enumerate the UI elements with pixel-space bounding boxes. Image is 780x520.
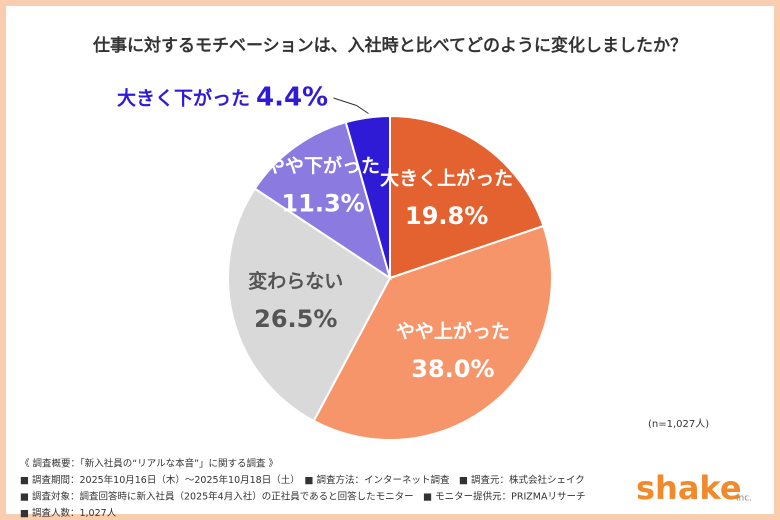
value-label: 11.3% <box>281 189 364 217</box>
value-label: 4.4% <box>256 83 328 113</box>
slice-name: やや上がった <box>396 320 510 343</box>
chart-title: 仕事に対するモチベーションは、入社時と比べてどのように変化しましたか？ <box>92 35 687 56</box>
value-label: 19.8% <box>405 202 488 230</box>
footnote: ■ 調査対象：調査回答時に新入社員（2025年4月入社）の正社員であると回答した… <box>20 491 585 503</box>
slice-name: 大きく上がった <box>380 167 513 190</box>
value-label: 26.5% <box>254 305 337 333</box>
pie-slice <box>344 114 391 279</box>
logo: shake <box>636 469 742 507</box>
pie-slice <box>227 187 392 423</box>
sample-note: (n=1,027人) <box>648 418 709 430</box>
slice-name: 大きく下がった <box>117 87 250 110</box>
footnote: 《 調査概要：「新入社員の“リアルな本音”」に関する調査 》 <box>20 458 278 470</box>
leader-line <box>333 97 369 114</box>
slice-name: やや下がった <box>266 154 380 177</box>
footnote: ■ 調査期間：2025年10月16日（木）〜2025年10月18日（土） ■ 調… <box>20 474 585 486</box>
pie-slice <box>312 224 553 441</box>
footnote: ■ 調査人数：1,027人 <box>20 507 117 519</box>
logo-suffix: inc. <box>736 494 752 504</box>
slice-name: 変わらない <box>248 269 343 292</box>
pie-slice <box>389 114 545 280</box>
value-label: 38.0% <box>411 355 494 383</box>
